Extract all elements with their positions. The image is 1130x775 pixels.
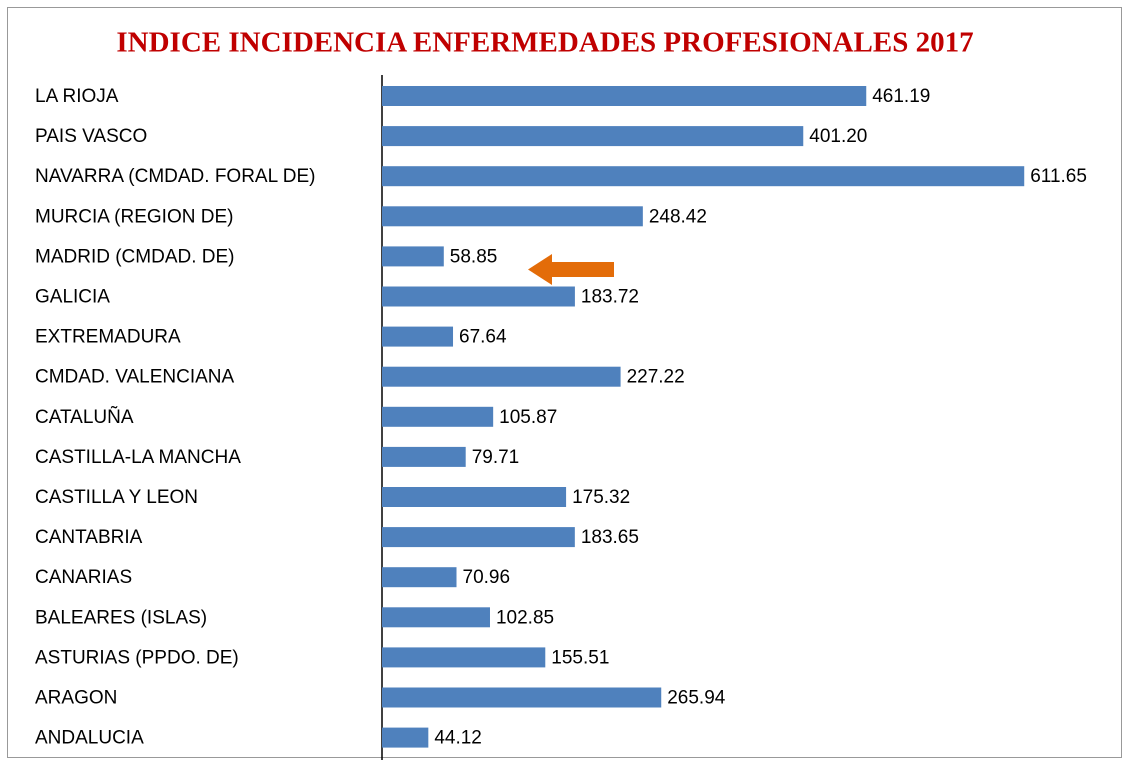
data-label: 79.71 <box>472 447 520 468</box>
bar <box>382 326 454 347</box>
category-label: CATALUÑA <box>35 406 134 428</box>
category-label: EXTREMADURA <box>35 327 181 348</box>
data-label: 401.20 <box>809 126 867 147</box>
category-label: CASTILLA Y LEON <box>35 487 198 508</box>
bar <box>382 366 621 387</box>
category-label: BALEARES (ISLAS) <box>35 607 207 628</box>
data-label: 175.32 <box>572 487 630 508</box>
data-label: 227.22 <box>627 367 685 388</box>
data-label: 155.51 <box>551 647 609 668</box>
bar <box>382 406 494 427</box>
bar <box>382 607 490 628</box>
category-label: ARAGON <box>35 688 117 709</box>
bar <box>382 206 643 227</box>
bar <box>382 126 804 147</box>
bar <box>382 527 575 548</box>
category-label: ANDALUCIA <box>35 728 144 749</box>
category-label: CANARIAS <box>35 567 132 588</box>
data-label: 183.65 <box>581 527 639 548</box>
data-label: 102.85 <box>496 607 554 628</box>
data-label: 248.42 <box>649 206 707 227</box>
category-label: MURCIA (REGION DE) <box>35 206 233 227</box>
data-label: 67.64 <box>459 327 507 348</box>
category-label: LA RIOJA <box>35 86 119 107</box>
category-label: ASTURIAS (PPDO. DE) <box>35 647 239 668</box>
data-label: 611.65 <box>1030 166 1087 187</box>
data-label: 105.87 <box>499 407 557 428</box>
data-label: 183.72 <box>581 287 639 308</box>
data-label: 461.19 <box>872 86 930 107</box>
category-label: CANTABRIA <box>35 527 143 548</box>
bar <box>382 166 1025 187</box>
bar <box>382 567 457 588</box>
bar <box>382 286 575 307</box>
category-label: PAIS VASCO <box>35 126 147 147</box>
data-label: 265.94 <box>667 688 726 709</box>
bar <box>382 246 444 267</box>
category-label: NAVARRA (CMDAD. FORAL DE) <box>35 166 315 187</box>
arrow-shaft <box>548 262 614 277</box>
bar <box>382 647 546 668</box>
bar <box>382 86 867 106</box>
category-label: CMDAD. VALENCIANA <box>35 367 235 388</box>
category-label: GALICIA <box>35 287 110 308</box>
bar <box>382 487 567 507</box>
bar <box>382 446 466 467</box>
arrow-head <box>528 254 552 285</box>
data-label: 44.12 <box>434 728 482 749</box>
category-label: MADRID (CMDAD. DE) <box>35 246 235 267</box>
data-label: 70.96 <box>463 567 511 588</box>
chart-title: INDICE INCIDENCIA ENFERMEDADES PROFESION… <box>116 27 973 59</box>
category-label: CASTILLA-LA MANCHA <box>35 447 241 468</box>
data-label: 58.85 <box>450 246 498 267</box>
bar <box>382 727 429 748</box>
bar <box>382 687 662 708</box>
annotation-arrow <box>528 254 614 285</box>
